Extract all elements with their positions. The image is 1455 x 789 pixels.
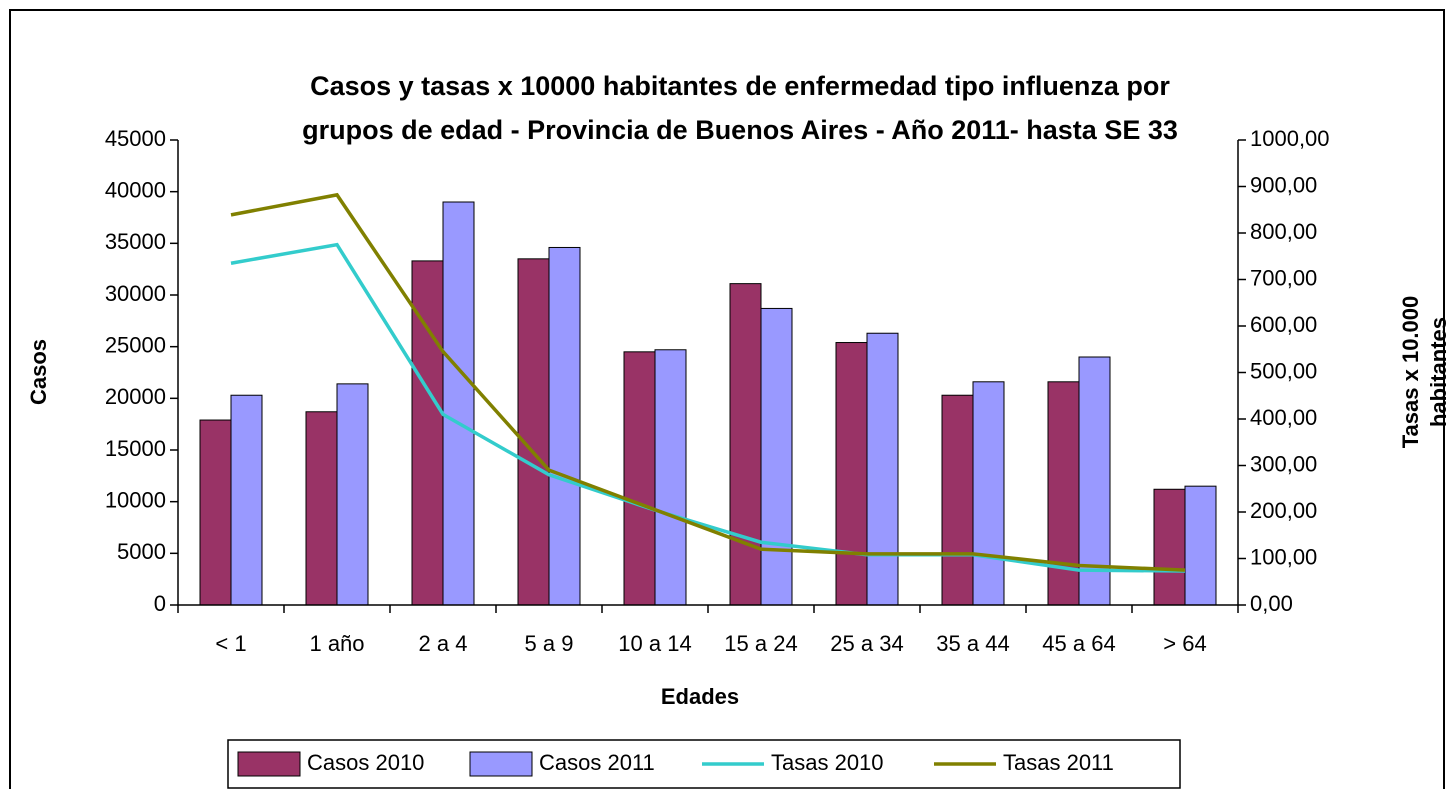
bar [729, 283, 762, 606]
bar [1153, 488, 1186, 606]
x-tick-label: 15 a 24 [724, 631, 797, 656]
line-series [230, 242, 1186, 573]
x-tick-label: 1 año [309, 631, 364, 656]
line-series [230, 192, 1186, 572]
x-tick-label: 10 a 14 [618, 631, 691, 656]
bar [305, 411, 338, 606]
y-tick-label: 15000 [105, 436, 166, 461]
x-tick-label: 5 a 9 [525, 631, 574, 656]
bar [1078, 356, 1111, 606]
bar [760, 307, 793, 606]
y-tick-label: 35000 [105, 229, 166, 254]
y2-tick-label: 700,00 [1250, 265, 1317, 290]
y2-axis-label: habitantes [1426, 317, 1451, 427]
y2-tick-label: 300,00 [1250, 451, 1317, 476]
legend-label: Casos 2010 [307, 750, 424, 775]
bar [623, 351, 656, 606]
y2-tick-label: 900,00 [1250, 172, 1317, 197]
bar [866, 332, 899, 606]
bar [548, 246, 581, 606]
y2-tick-label: 800,00 [1250, 219, 1317, 244]
x-tick-label: 35 a 44 [936, 631, 1009, 656]
y2-tick-label: 100,00 [1250, 544, 1317, 569]
x-tick-label: > 64 [1163, 631, 1206, 656]
x-tick-label: 25 a 34 [830, 631, 903, 656]
y2-tick-label: 1000,00 [1250, 126, 1330, 151]
legend-label: Tasas 2011 [1003, 750, 1114, 775]
y-axis-label: Casos [26, 339, 51, 405]
bar [941, 394, 974, 606]
y-tick-label: 20000 [105, 384, 166, 409]
legend-swatch [469, 751, 533, 777]
bar [230, 394, 263, 606]
x-tick-label: < 1 [215, 631, 246, 656]
chart-title: grupos de edad - Provincia de Buenos Air… [302, 115, 1178, 145]
y-tick-label: 5000 [117, 539, 166, 564]
x-tick-label: 2 a 4 [419, 631, 468, 656]
y-tick-label: 25000 [105, 332, 166, 357]
y-tick-label: 10000 [105, 487, 166, 512]
y-tick-label: 30000 [105, 281, 166, 306]
x-axis-label: Edades [661, 684, 739, 709]
y2-axis-label: Tasas x 10.000 [1398, 296, 1423, 449]
legend-label: Casos 2011 [539, 750, 655, 775]
bar [336, 383, 369, 606]
bar [835, 342, 868, 606]
bar [199, 419, 232, 606]
y-tick-label: 0 [154, 591, 166, 616]
chart-title: Casos y tasas x 10000 habitantes de enfe… [310, 71, 1170, 101]
y-tick-label: 40000 [105, 177, 166, 202]
y2-tick-label: 500,00 [1250, 358, 1317, 383]
x-tick-label: 45 a 64 [1042, 631, 1115, 656]
bar [1047, 381, 1080, 606]
bar [442, 201, 475, 606]
bar [517, 258, 550, 606]
y2-tick-label: 400,00 [1250, 405, 1317, 430]
bar [1184, 485, 1217, 606]
y2-tick-label: 200,00 [1250, 498, 1317, 523]
bar [972, 381, 1005, 606]
y2-tick-label: 600,00 [1250, 312, 1317, 337]
y-tick-label: 45000 [105, 126, 166, 151]
bar [654, 349, 687, 606]
legend-label: Tasas 2010 [771, 750, 884, 775]
legend-swatch [237, 751, 301, 777]
y2-tick-label: 0,00 [1250, 591, 1293, 616]
